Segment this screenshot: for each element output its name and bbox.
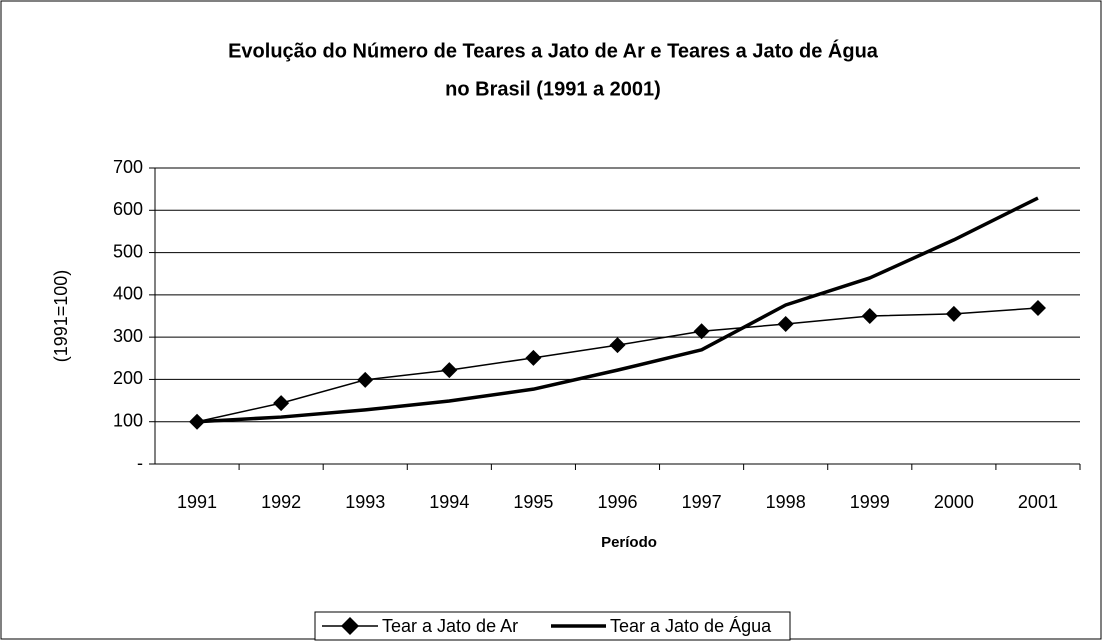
- x-tick-label: 1998: [766, 492, 806, 512]
- legend: Tear a Jato de Ar Tear a Jato de Água: [314, 611, 791, 641]
- line: [196, 196, 1039, 424]
- x-tick-label: 1993: [345, 492, 385, 512]
- chart-title: no Brasil (1991 a 2001): [445, 78, 661, 100]
- marker: [777, 316, 794, 333]
- y-tick-label: 300: [113, 326, 143, 346]
- y-tick-label: 200: [113, 368, 143, 388]
- marker: [861, 308, 878, 324]
- marker: [609, 337, 626, 354]
- y-tick-label: 100: [113, 410, 143, 430]
- y-tick-label: -: [137, 453, 143, 473]
- legend-marker: [341, 617, 359, 635]
- marker: [693, 323, 710, 340]
- x-tick-label: 1999: [850, 492, 890, 512]
- marker: [441, 362, 458, 379]
- y-axis-label: (1991=100): [51, 270, 71, 363]
- x-tick-label: 1996: [597, 492, 637, 512]
- marker: [1029, 299, 1046, 316]
- x-tick-label: 2000: [934, 492, 974, 512]
- marker: [357, 371, 374, 388]
- x-tick-label: 1992: [261, 492, 301, 512]
- y-tick-label: 600: [113, 199, 143, 219]
- x-tick-label: 2001: [1018, 492, 1058, 512]
- x-tick-label: 1995: [513, 492, 553, 512]
- x-axis-label: Período: [601, 534, 657, 551]
- y-tick-label: 400: [113, 284, 143, 304]
- y-tick-label: 500: [113, 241, 143, 261]
- marker: [945, 305, 962, 322]
- chart-title: Evolução do Número de Teares a Jato de A…: [228, 39, 879, 62]
- legend-label: Tear a Jato de Ar: [382, 616, 518, 636]
- legend-label: Tear a Jato de Água: [610, 616, 772, 636]
- marker: [525, 349, 542, 366]
- y-tick-label: 700: [113, 157, 143, 177]
- x-tick-label: 1997: [682, 492, 722, 512]
- x-tick-label: 1991: [177, 492, 217, 512]
- x-tick-label: 1994: [429, 492, 469, 512]
- marker: [273, 395, 290, 412]
